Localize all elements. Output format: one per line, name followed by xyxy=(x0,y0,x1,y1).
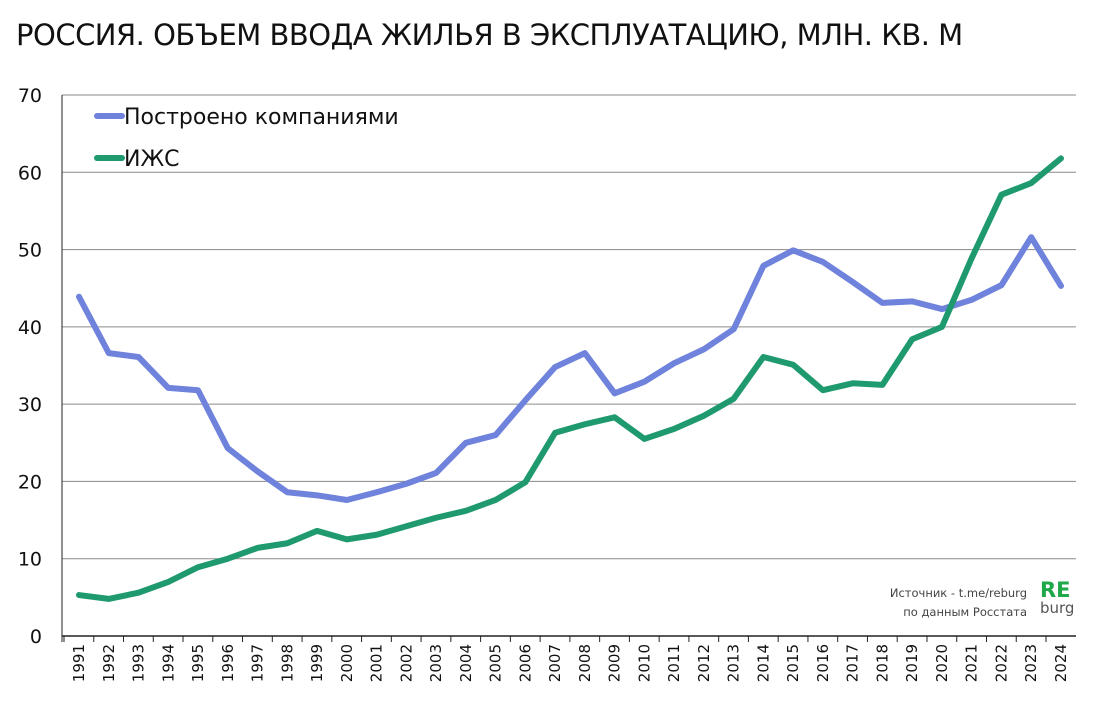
x-tick-label: 1996 xyxy=(219,644,237,682)
series-line-izhs xyxy=(76,155,1064,602)
x-tick-label: 2002 xyxy=(397,644,415,682)
x-tick-label: 1999 xyxy=(308,644,326,682)
x-tick-label: 2018 xyxy=(873,644,891,682)
x-tick-label: 2000 xyxy=(338,644,356,682)
logo-burg: burg xyxy=(1040,599,1075,617)
x-tick-label: 2004 xyxy=(457,644,475,682)
x-tick-label: 2007 xyxy=(546,644,564,682)
x-tick-label: 2005 xyxy=(487,644,505,682)
x-tick-label: 1995 xyxy=(189,644,207,682)
x-tick-label: 1992 xyxy=(100,644,118,682)
x-tick-label: 1991 xyxy=(70,644,88,682)
y-tick-label: 0 xyxy=(30,626,42,648)
x-tick-label: 2012 xyxy=(695,644,713,682)
y-tick-label: 50 xyxy=(18,240,42,262)
x-tick-label: 2021 xyxy=(963,644,981,682)
chart-title: РОССИЯ. ОБЪЕМ ВВОДА ЖИЛЬЯ В ЭКСПЛУАТАЦИЮ… xyxy=(16,18,963,52)
logo-re: RE xyxy=(1040,578,1071,602)
x-tick-label: 2006 xyxy=(516,644,534,682)
x-tick-label: 2015 xyxy=(784,644,802,682)
source-line-1: Источник - t.me/reburg xyxy=(889,586,1027,600)
x-tick-label: 2024 xyxy=(1052,644,1070,682)
source-note: Источник - t.me/reburg по данным Росстат… xyxy=(890,584,1027,622)
x-tick-label: 2003 xyxy=(427,644,445,682)
x-tick-label: 2008 xyxy=(576,644,594,682)
x-tick-label: 2009 xyxy=(606,644,624,682)
x-tick-label: 2014 xyxy=(754,644,772,682)
x-tick-label: 1998 xyxy=(278,644,296,682)
x-tick-label: 2010 xyxy=(635,644,653,682)
x-tick-label: 2023 xyxy=(1022,644,1040,682)
y-tick-label: 20 xyxy=(18,471,42,493)
legend-label: ИЖС xyxy=(124,147,180,172)
legend-label: Построено компаниями xyxy=(124,105,399,130)
x-tick-label: 2019 xyxy=(903,644,921,682)
series-line-companies xyxy=(76,234,1064,503)
x-tick-label: 2016 xyxy=(814,644,832,682)
x-tick-label: 1997 xyxy=(249,644,267,682)
x-tick-label: 2013 xyxy=(725,644,743,682)
x-tick-label: 2001 xyxy=(368,644,386,682)
y-tick-label: 40 xyxy=(18,317,42,339)
x-tick-label: 2011 xyxy=(665,644,683,682)
y-tick-label: 60 xyxy=(18,162,42,184)
x-tick-label: 2022 xyxy=(992,644,1010,682)
x-tick-label: 1993 xyxy=(130,644,148,682)
y-tick-label: 10 xyxy=(18,549,42,571)
source-line-2: по данным Росстата xyxy=(903,605,1027,619)
y-tick-label: 70 xyxy=(18,85,42,107)
x-tick-label: 2020 xyxy=(933,644,951,682)
y-tick-label: 30 xyxy=(18,394,42,416)
x-tick-label: 1994 xyxy=(159,644,177,682)
reburg-logo: RE burg xyxy=(1040,578,1075,618)
x-tick-label: 2017 xyxy=(844,644,862,682)
